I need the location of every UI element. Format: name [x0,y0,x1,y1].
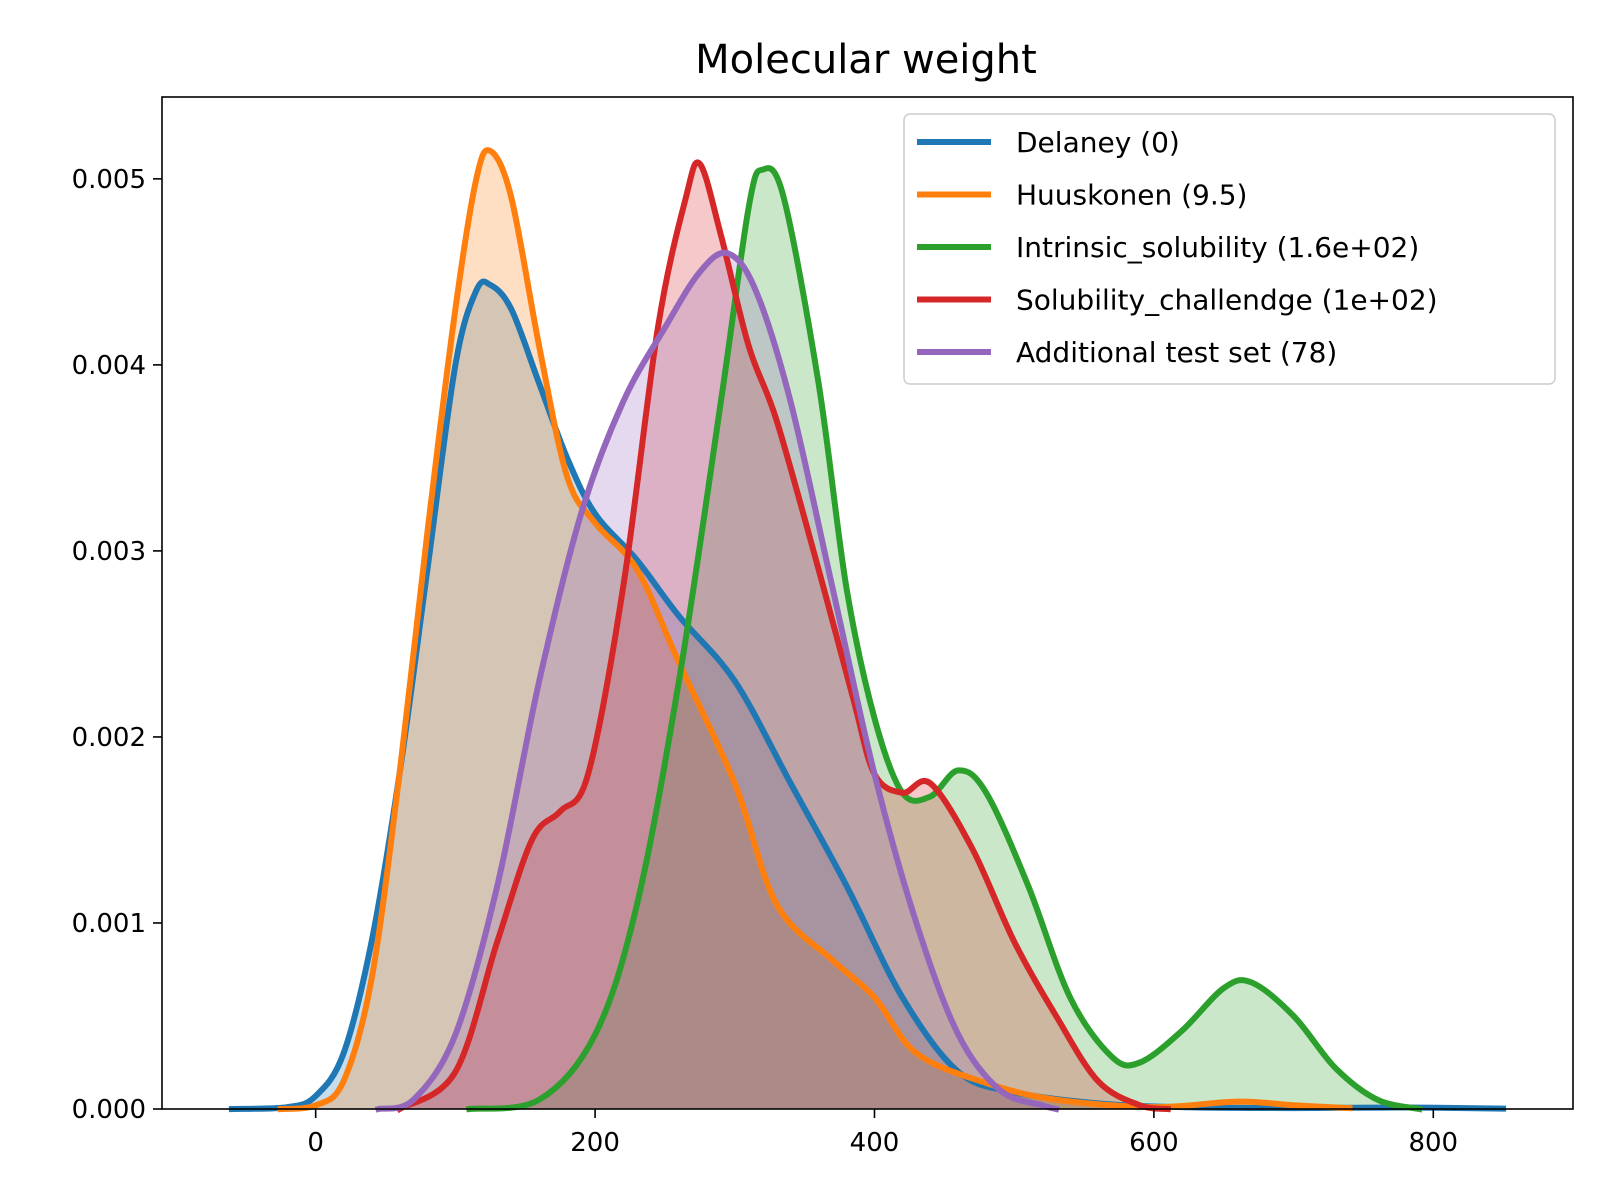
series-line-4 [374,249,1060,1113]
series-fill-0 [231,281,1504,1110]
y-tick-label: 0.001 [72,909,146,939]
series-line-2 [465,165,1423,1113]
series-fill-2 [469,168,1420,1109]
series-line-3 [395,159,1172,1114]
series-line-1 [277,147,1353,1113]
y-tick-label: 0.004 [72,351,146,381]
x-tick-label: 0 [307,1128,324,1158]
density-lines [228,147,1507,1114]
legend-box [903,113,1556,385]
chart-title: Molecular weight [695,37,1037,83]
y-tick-label: 0.002 [72,723,146,753]
legend-label-4: Additional test set (78) [1016,336,1337,369]
y-tick-label: 0.000 [72,1095,146,1125]
y-tick-label: 0.003 [72,537,146,567]
series-fill-4 [378,252,1057,1109]
x-tick-label: 600 [1129,1128,1179,1158]
y-tick-label: 0.005 [72,165,146,195]
series-fill-1 [280,150,1350,1110]
x-tick-label: 400 [850,1128,900,1158]
y-axis: 0.000 0.001 0.002 0.003 0.004 0.005 [72,165,162,1125]
legend-label-3: Solubility_challendge (1e+02) [1016,284,1438,317]
plot-frame [161,96,1574,1110]
series-fill-3 [399,162,1168,1109]
legend-label-0: Delaney (0) [1016,126,1180,159]
legend-label-1: Huuskonen (9.5) [1016,179,1247,212]
legend: Delaney (0) Huuskonen (9.5) Intrinsic_solu… [903,113,1556,385]
legend-label-2: Intrinsic_solubility (1.6e+02) [1016,231,1419,264]
x-tick-label: 200 [570,1128,620,1158]
area-fills [231,150,1504,1110]
x-tick-label: 800 [1408,1128,1458,1158]
x-axis: 0 200 400 600 800 [307,1109,1458,1158]
